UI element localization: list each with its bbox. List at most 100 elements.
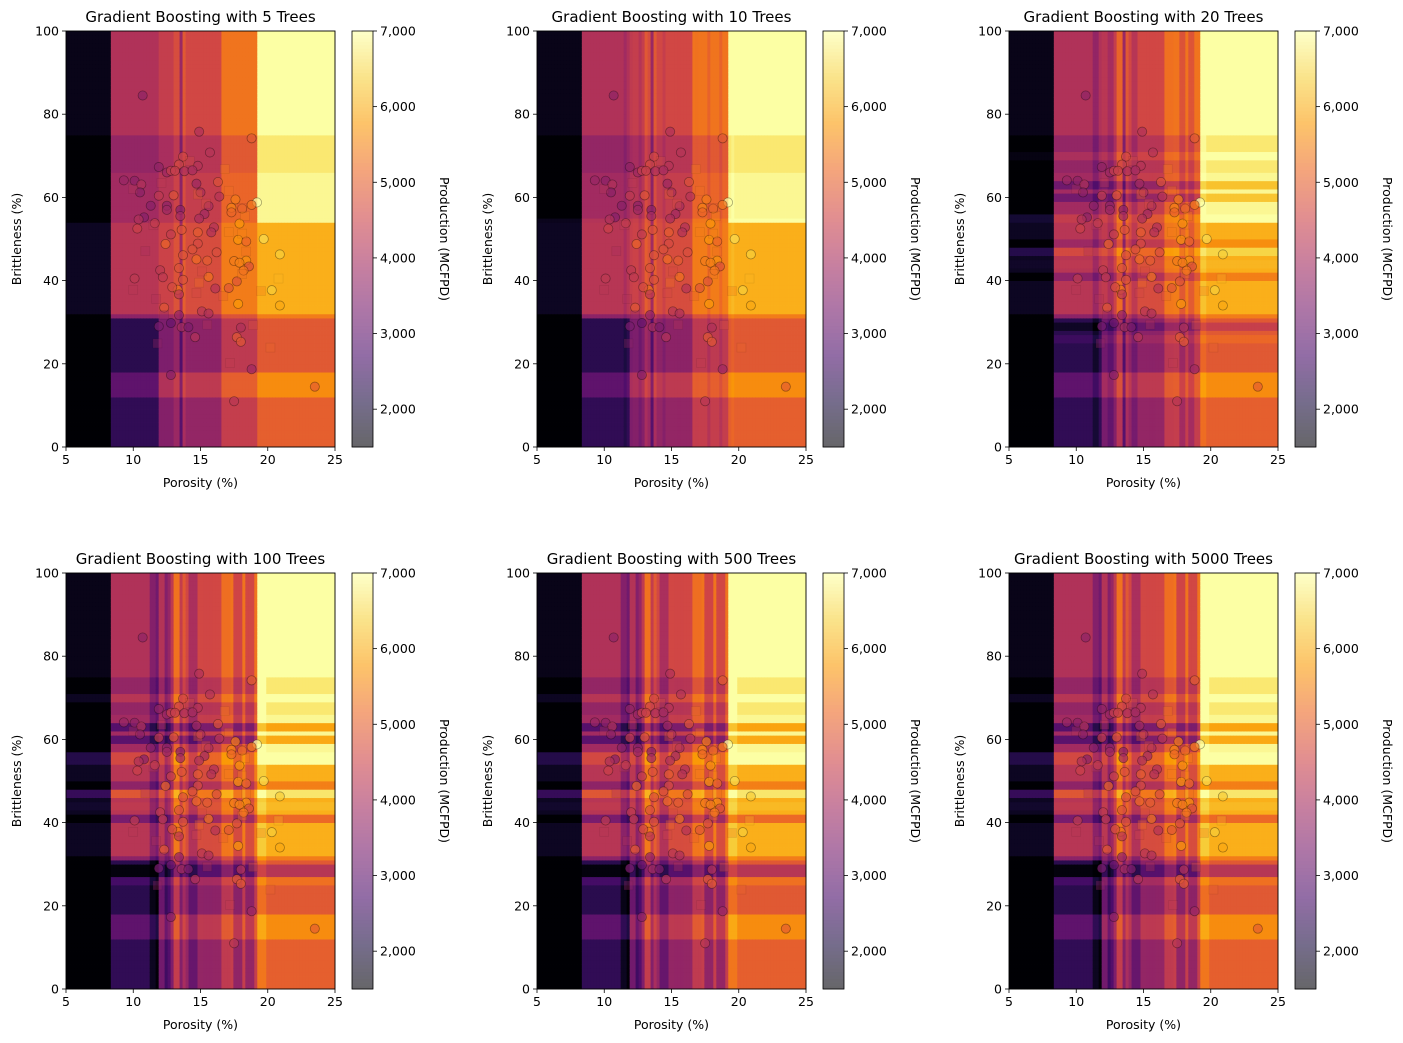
heatmap-cell xyxy=(123,73,126,78)
heatmap-cell xyxy=(111,206,114,211)
heatmap-cell xyxy=(189,347,192,352)
heatmap-cell xyxy=(165,331,168,336)
heatmap-cell xyxy=(117,439,120,444)
heatmap-cell xyxy=(93,43,96,48)
heatmap-cell xyxy=(66,235,69,240)
heatmap-cell xyxy=(147,143,150,148)
heatmap-cell xyxy=(81,227,84,232)
heatmap-cell xyxy=(138,60,141,65)
heatmap-cell xyxy=(156,368,159,373)
heatmap-cell xyxy=(84,281,87,286)
heatmap-cell xyxy=(84,355,87,360)
heatmap-cell xyxy=(96,197,99,202)
heatmap-cell xyxy=(72,73,75,78)
heatmap-cell xyxy=(126,39,129,44)
heatmap-cell xyxy=(93,393,96,398)
heatmap-cell xyxy=(78,310,81,315)
heatmap-cell xyxy=(174,31,177,36)
heatmap-cell xyxy=(69,123,72,128)
heatmap-cell xyxy=(212,364,215,369)
heatmap-cell xyxy=(159,389,162,394)
heatmap-cell xyxy=(171,276,174,281)
heatmap-cell xyxy=(171,143,174,148)
heatmap-cell xyxy=(183,401,186,406)
heatmap-cell xyxy=(111,131,114,136)
heatmap-cell xyxy=(72,218,75,223)
heatmap-cell xyxy=(66,81,69,86)
heatmap-cell xyxy=(141,156,144,161)
heatmap-cell xyxy=(209,418,212,423)
heatmap-cell xyxy=(105,73,108,78)
heatmap-cell xyxy=(102,210,105,215)
heatmap-cell xyxy=(162,60,165,65)
heatmap-cell xyxy=(147,360,150,365)
heatmap-cell xyxy=(93,56,96,61)
heatmap-cell xyxy=(84,239,87,244)
heatmap-cell xyxy=(66,64,69,69)
heatmap-cell xyxy=(209,68,212,73)
heatmap-cell xyxy=(105,93,108,98)
heatmap-cell xyxy=(132,351,135,356)
heatmap-cell xyxy=(201,247,204,252)
heatmap-cell xyxy=(72,181,75,186)
heatmap-cell xyxy=(87,181,90,186)
heatmap-cell xyxy=(102,297,105,302)
heatmap-cell xyxy=(129,326,132,331)
heatmap-cell xyxy=(153,127,156,132)
heatmap-cell xyxy=(159,235,162,240)
heatmap-cell xyxy=(153,147,156,152)
heatmap-cell xyxy=(156,405,159,410)
heatmap-cell xyxy=(102,185,105,190)
heatmap-cell xyxy=(171,347,174,352)
heatmap-cell xyxy=(186,439,189,444)
heatmap-cell xyxy=(75,52,78,57)
heatmap-cell xyxy=(108,227,111,232)
heatmap-cell xyxy=(209,123,212,128)
heatmap-cell xyxy=(117,235,120,240)
heatmap-cell xyxy=(108,189,111,194)
heatmap-cell xyxy=(132,123,135,128)
heatmap-cell xyxy=(171,48,174,53)
heatmap-cell xyxy=(165,64,168,69)
heatmap-cell xyxy=(165,264,168,269)
heatmap-cell xyxy=(81,168,84,173)
heatmap-cell xyxy=(114,343,117,348)
heatmap-cell xyxy=(189,143,192,148)
heatmap-cell xyxy=(117,93,120,98)
heatmap-cell xyxy=(99,339,102,344)
heatmap-cell xyxy=(93,360,96,365)
heatmap-cell xyxy=(108,251,111,256)
heatmap-cell xyxy=(165,385,168,390)
heatmap-cell xyxy=(153,143,156,148)
heatmap-cell xyxy=(123,343,126,348)
heatmap-cell xyxy=(171,106,174,111)
heatmap-cell xyxy=(72,189,75,194)
heatmap-cell xyxy=(69,89,72,94)
heatmap-cell xyxy=(203,143,206,148)
heatmap-cell xyxy=(162,118,165,123)
heatmap-cell xyxy=(141,110,144,115)
heatmap-cell xyxy=(206,102,209,107)
heatmap-cell xyxy=(177,181,180,186)
heatmap-cell xyxy=(66,414,69,419)
heatmap-cell xyxy=(138,264,141,269)
heatmap-cell xyxy=(189,60,192,65)
heatmap-cell xyxy=(212,135,215,140)
heatmap-cell xyxy=(147,189,150,194)
heatmap-cell xyxy=(150,135,153,140)
heatmap-cell xyxy=(198,435,201,440)
heatmap-cell xyxy=(114,235,117,240)
heatmap-cell xyxy=(90,293,93,298)
heatmap-cell xyxy=(108,422,111,427)
heatmap-cell xyxy=(206,218,209,223)
heatmap-cell xyxy=(111,293,114,298)
heatmap-cell xyxy=(201,43,204,48)
heatmap-cell xyxy=(153,39,156,44)
heatmap-cell xyxy=(153,110,156,115)
heatmap-cell xyxy=(168,177,171,182)
heatmap-cell xyxy=(72,60,75,65)
heatmap-cell xyxy=(195,139,198,144)
heatmap-cell xyxy=(144,343,147,348)
heatmap-cell xyxy=(84,256,87,261)
heatmap-cell xyxy=(150,364,153,369)
